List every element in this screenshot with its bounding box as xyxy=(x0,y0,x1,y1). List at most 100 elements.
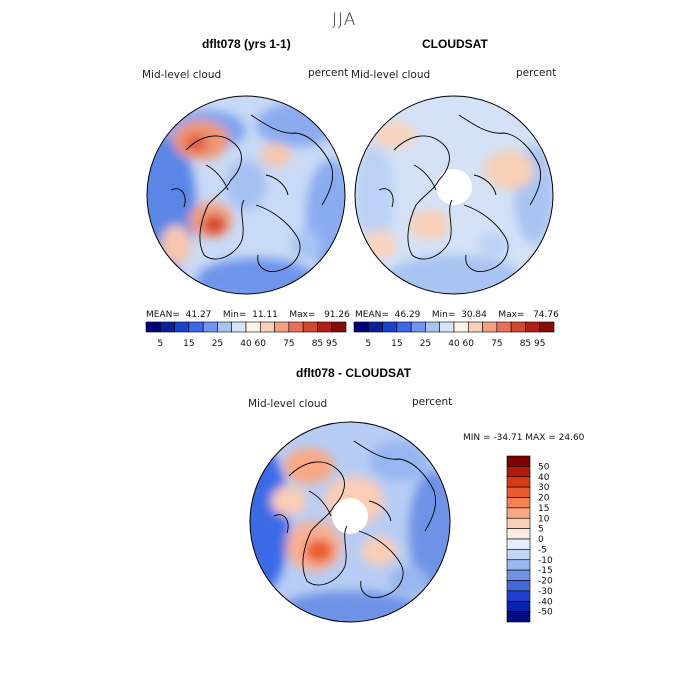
panel1-variable-label: Mid-level cloud xyxy=(142,69,222,81)
panel1-colorbar-tick-label: 5 xyxy=(157,339,163,349)
panel1-colorbar-tick-label: 75 xyxy=(283,339,294,349)
panel2-colorbar-swatch xyxy=(482,321,498,333)
panel1-stats: MEAN= 41.27 Min= 11.11 Max= 91.26 xyxy=(146,310,350,320)
diff-colorbar-swatch xyxy=(506,549,531,561)
diff-colorbar-tick-label: 10 xyxy=(538,514,550,524)
diff-colorbar-tick-label: 30 xyxy=(538,483,550,493)
panel2-colorbar-swatch xyxy=(439,321,455,333)
panel3-title: dflt078 - CLOUDSAT xyxy=(296,366,412,380)
diff-colorbar-tick-label: -50 xyxy=(538,608,553,618)
panel2-colorbar-tick-label: 85 xyxy=(520,339,531,349)
panel2-colorbar-swatch xyxy=(425,321,441,333)
panel2-colorbar-swatch xyxy=(510,321,526,333)
panel1-mean-value: 41.27 xyxy=(185,310,212,320)
panel2-max-value: 74.76 xyxy=(533,310,559,320)
diff-colorbar-tick-label: -10 xyxy=(538,556,553,566)
diff-colorbar-tick-label: 20 xyxy=(538,494,550,504)
diff-colorbar-tick-label: 50 xyxy=(538,462,550,472)
panel3-minmax: MIN = -34.71 MAX = 24.60 xyxy=(463,433,585,443)
panel2-mean-label: MEAN= xyxy=(355,310,389,320)
panel2-colorbar-tick-label: 95 xyxy=(534,339,545,349)
panel2-colorbar-swatch xyxy=(396,321,412,333)
diff-colorbar-tick-label: -30 xyxy=(538,587,553,597)
panel1-colorbar-tick-label: 15 xyxy=(183,339,194,349)
panel1-colorbar-swatch xyxy=(331,321,347,333)
panel1-min-label: Min= xyxy=(222,310,247,320)
diff-colorbar-swatch xyxy=(506,486,531,498)
panel1-colorbar: 5 15 25 40 60 75 85 95 xyxy=(145,321,347,349)
diff-colorbar-swatch xyxy=(506,580,531,592)
panel1-colorbar-swatch xyxy=(288,321,304,333)
diff-colorbar-tick-label: -20 xyxy=(538,577,553,587)
diff-colorbar-tick-label: 15 xyxy=(538,504,549,514)
panel1-colorbar-swatch xyxy=(245,321,261,333)
diff-colorbar-swatch xyxy=(506,528,531,540)
diff-colorbar-tick-label: -5 xyxy=(538,545,547,555)
panel2-mean-value: 46.29 xyxy=(394,310,421,320)
panel2-units-label: percent xyxy=(516,67,557,79)
panel2-colorbar-tick-label: 60 xyxy=(463,339,475,349)
panel1-units-label: percent xyxy=(308,67,349,79)
panel2-colorbar-swatch xyxy=(525,321,541,333)
diff-colorbar-swatch xyxy=(506,590,531,602)
panel1-colorbar-swatch xyxy=(274,321,290,333)
panel2-colorbar-tick-label: 25 xyxy=(420,339,431,349)
panel1-colorbar-swatch xyxy=(217,321,233,333)
diff-colorbar-tick-label: 5 xyxy=(538,525,544,535)
panel3-variable-label: Mid-level cloud xyxy=(248,398,328,410)
diff-colorbar-swatch xyxy=(506,455,531,467)
panel2-colorbar-swatch xyxy=(539,321,555,333)
panel1-colorbar-tick-label: 60 xyxy=(255,339,267,349)
panel1-colorbar-swatch xyxy=(302,321,318,333)
diff-colorbar-tick-label: 40 xyxy=(538,473,550,483)
panel1-colorbar-swatch xyxy=(159,321,175,333)
diff-colorbar-tick-label: -40 xyxy=(538,597,553,607)
panel3-units-label: percent xyxy=(412,396,453,408)
diff-colorbar-swatch xyxy=(506,569,531,581)
panel2-colorbar-swatch xyxy=(496,321,512,333)
panel2-title: CLOUDSAT xyxy=(422,37,488,51)
panel2-colorbar-swatch xyxy=(382,321,398,333)
panel2-colorbar-tick-label: 75 xyxy=(491,339,502,349)
panel2-colorbar-swatch xyxy=(467,321,483,333)
panel1-max-label: Max= xyxy=(289,310,316,320)
diff-colorbar-swatch xyxy=(506,466,531,478)
panel2-variable-label: Mid-level cloud xyxy=(351,69,431,81)
panel2-colorbar-swatch xyxy=(453,321,469,333)
panel1-colorbar-swatch xyxy=(317,321,333,333)
panel2-min-label: Min= xyxy=(431,310,456,320)
panel1-colorbar-swatch xyxy=(188,321,204,333)
panel2-colorbar-tick-label: 40 xyxy=(448,339,460,349)
diff-colorbar-swatch xyxy=(506,507,531,519)
panel1-colorbar-swatch xyxy=(174,321,190,333)
panel2-colorbar-swatch xyxy=(410,321,426,333)
diff-colorbar-swatch xyxy=(506,476,531,488)
diff-colorbar-swatch xyxy=(506,538,531,550)
panel2-max-label: Max= xyxy=(498,310,525,320)
panel2-min-value: 30.84 xyxy=(461,310,487,320)
panel1-min-value: 11.11 xyxy=(252,310,278,320)
diff-colorbar-tick-label: -15 xyxy=(538,566,553,576)
panel2-colorbar-tick-label: 5 xyxy=(365,339,371,349)
panel1-polar-map xyxy=(146,95,346,295)
diff-colorbar-swatch xyxy=(506,611,531,623)
panel1-colorbar-tick-label: 40 xyxy=(240,339,252,349)
panel1-colorbar-tick-label: 95 xyxy=(326,339,337,349)
panel2-colorbar-tick-label: 15 xyxy=(391,339,402,349)
diff-colorbar-swatch xyxy=(506,517,531,529)
panel2-colorbar-swatch xyxy=(367,321,383,333)
diff-colorbar-swatch xyxy=(506,559,531,571)
panel2-stats: MEAN= 46.29 Min= 30.84 Max= 74.76 xyxy=(355,310,559,320)
panel1-colorbar-swatch xyxy=(145,321,161,333)
panel1-colorbar-tick-label: 25 xyxy=(212,339,223,349)
panel3-polar-map xyxy=(249,421,451,623)
diff-colorbar-swatch xyxy=(506,600,531,612)
panel1-colorbar-swatch xyxy=(202,321,218,333)
panel2-polar-map xyxy=(354,95,554,295)
panel1-max-value: 91.26 xyxy=(324,310,350,320)
panel1-colorbar-swatch xyxy=(259,321,275,333)
panel2-colorbar: 5 15 25 40 60 75 85 95 xyxy=(353,321,555,349)
panel1-mean-label: MEAN= xyxy=(146,310,180,320)
panel1-colorbar-tick-label: 85 xyxy=(312,339,323,349)
